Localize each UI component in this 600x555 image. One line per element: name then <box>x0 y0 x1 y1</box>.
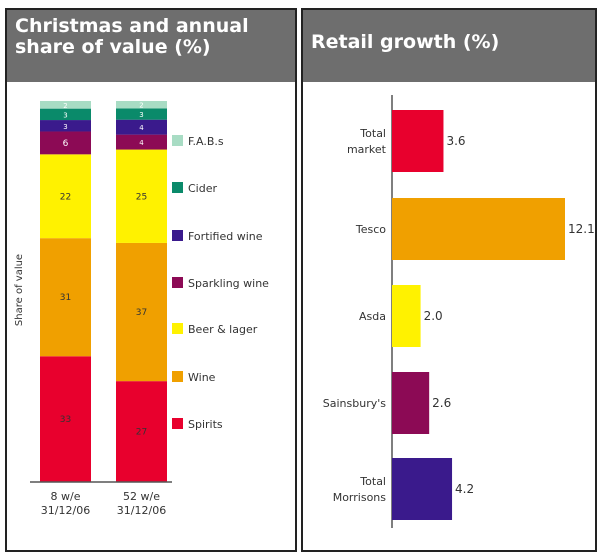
stack-segment <box>116 149 167 243</box>
segment-label: 3 <box>139 111 143 119</box>
y-axis-label: Share of value <box>14 254 25 326</box>
legend-swatch <box>172 135 183 146</box>
legend-label: Spirits <box>188 418 223 431</box>
growth-bar <box>392 372 430 434</box>
segment-label: 3 <box>63 111 67 119</box>
segment-label: 2 <box>139 102 143 110</box>
legend-label: Fortified wine <box>188 230 263 243</box>
segment-label: 6 <box>63 139 69 149</box>
category-label: Total <box>359 127 386 140</box>
growth-bar <box>392 198 565 260</box>
segment-label: 4 <box>139 124 144 132</box>
category-label: Asda <box>359 310 386 323</box>
stack-segment <box>116 242 167 382</box>
growth-bar <box>392 458 453 520</box>
value-label: 3.6 <box>446 134 465 148</box>
legend-label: Wine <box>188 371 216 384</box>
stack-segment <box>40 131 91 155</box>
legend-swatch <box>172 230 183 241</box>
stack-segment <box>116 381 167 482</box>
x-tick-label: 31/12/06 <box>117 504 166 517</box>
value-label: 12.1 <box>568 222 595 236</box>
category-label: Tesco <box>355 223 386 236</box>
legend-swatch <box>172 323 183 334</box>
legend-swatch <box>172 277 183 288</box>
value-label: 4.2 <box>455 482 474 496</box>
legend-swatch <box>172 418 183 429</box>
stack-segment <box>40 108 91 121</box>
stack-segment <box>116 108 167 120</box>
stack-segment <box>40 101 91 109</box>
segment-label: 2 <box>63 102 67 110</box>
segment-label: 22 <box>60 192 71 202</box>
stack-segment <box>40 238 91 357</box>
stack-segment <box>40 356 91 482</box>
stack-segment <box>40 120 91 132</box>
x-tick-label: 8 w/e <box>51 490 81 503</box>
value-label: 2.0 <box>424 309 443 323</box>
legend-label: Beer & lager <box>188 323 258 336</box>
segment-label: 4 <box>139 139 144 147</box>
growth-bar <box>392 285 421 347</box>
legend-swatch <box>172 371 183 382</box>
value-label: 2.6 <box>432 396 451 410</box>
legend-label: Cider <box>188 182 217 195</box>
x-tick-label: 31/12/06 <box>41 504 90 517</box>
segment-label: 33 <box>60 415 71 425</box>
stack-segment <box>116 101 167 109</box>
category-label: Sainsbury's <box>323 397 386 410</box>
legend-label: F.A.B.s <box>188 135 224 148</box>
category-label: market <box>347 143 387 156</box>
segment-label: 31 <box>60 293 71 303</box>
segment-label: 3 <box>63 123 67 131</box>
growth-bar <box>392 110 444 172</box>
stack-segment <box>40 154 91 239</box>
legend-swatch <box>172 182 183 193</box>
category-label: Total <box>359 475 386 488</box>
growth-chart-title: Retail growth (%) <box>303 10 595 82</box>
legend-label: Sparkling wine <box>188 277 269 290</box>
x-tick-label: 52 w/e <box>123 490 160 503</box>
segment-label: 27 <box>136 428 147 438</box>
category-label: Morrisons <box>333 491 387 504</box>
segment-label: 25 <box>136 192 147 202</box>
stack-segment <box>116 134 167 150</box>
stack-segment <box>116 119 167 135</box>
share-chart-title: Christmas and annual share of value (%) <box>7 10 295 82</box>
segment-label: 37 <box>136 308 147 318</box>
